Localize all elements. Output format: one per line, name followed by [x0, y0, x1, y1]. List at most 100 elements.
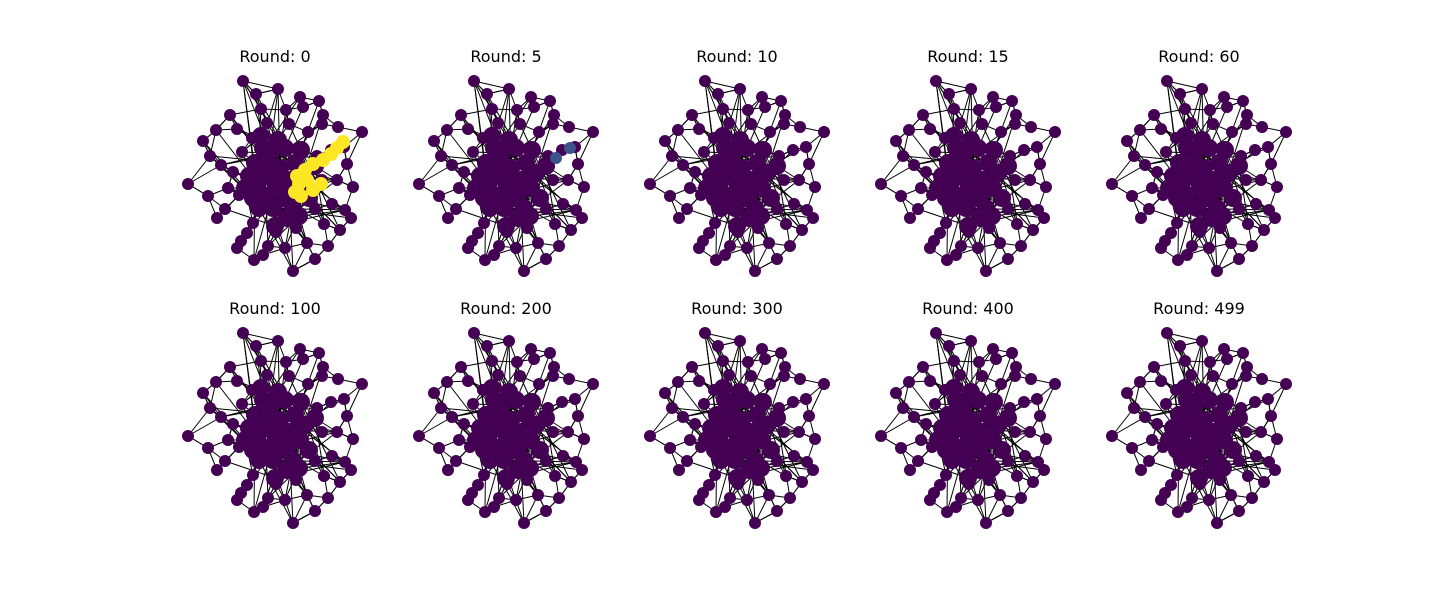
node: [547, 370, 559, 382]
node: [309, 253, 321, 265]
node: [793, 426, 805, 438]
node: [300, 441, 318, 459]
node: [698, 398, 710, 410]
panel-round-499: Round: 499: [1099, 298, 1299, 529]
node: [1171, 469, 1183, 481]
node: [547, 426, 559, 438]
node: [973, 183, 991, 201]
node: [1155, 375, 1167, 387]
node: [210, 124, 222, 136]
node: [562, 426, 574, 438]
node: [712, 88, 724, 100]
node: [1203, 494, 1215, 506]
node: [1018, 396, 1030, 408]
node: [204, 402, 216, 414]
node: [521, 459, 539, 477]
node: [441, 376, 453, 388]
node: [778, 426, 790, 438]
node: [1196, 83, 1208, 95]
node: [945, 127, 963, 145]
node: [1121, 387, 1133, 399]
node: [1049, 378, 1061, 390]
node: [1250, 198, 1262, 210]
node: [215, 411, 227, 423]
node: [1002, 253, 1014, 265]
node: [719, 249, 731, 261]
node: [1207, 118, 1219, 130]
node: [950, 249, 962, 261]
node: [503, 83, 515, 95]
node: [334, 476, 346, 488]
node: [563, 121, 575, 133]
node: [1155, 494, 1167, 506]
node: [741, 494, 753, 506]
node: [1190, 174, 1208, 192]
node: [752, 459, 770, 477]
node: [756, 91, 768, 103]
node: [322, 492, 334, 504]
node: [497, 217, 515, 235]
node: [565, 476, 577, 488]
node: [562, 174, 574, 186]
node: [587, 126, 599, 138]
node: [272, 335, 284, 347]
node: [1009, 174, 1021, 186]
node-hot: [314, 177, 328, 191]
panel-round-0: Round: 0: [175, 46, 375, 277]
node: [1143, 203, 1155, 215]
edge: [258, 459, 294, 524]
node: [511, 435, 529, 453]
node: [775, 347, 787, 359]
node: [890, 387, 902, 399]
node: [728, 174, 746, 192]
node: [237, 327, 249, 339]
node: [332, 121, 344, 133]
node: [483, 127, 501, 145]
node: [247, 469, 259, 481]
node: [317, 109, 329, 121]
node: [272, 83, 284, 95]
node: [1128, 150, 1140, 162]
node: [784, 492, 796, 504]
node: [446, 159, 458, 171]
node: [693, 375, 705, 387]
node-faint: [550, 152, 562, 164]
node: [809, 433, 821, 445]
node: [1242, 218, 1254, 230]
node: [356, 126, 368, 138]
node: [929, 179, 947, 197]
node: [433, 190, 445, 202]
node: [511, 104, 523, 116]
node: [686, 109, 698, 121]
node: [948, 355, 960, 367]
edge: [720, 459, 756, 524]
node: [1161, 327, 1173, 339]
panel-round-5: Round: 5: [406, 46, 606, 277]
node: [1233, 505, 1245, 517]
node: [1230, 157, 1248, 175]
node: [1034, 410, 1046, 422]
node: [468, 327, 480, 339]
node: [326, 198, 338, 210]
node: [763, 237, 775, 249]
node: [1237, 347, 1249, 359]
node: [219, 203, 231, 215]
node: [644, 430, 656, 442]
node: [990, 101, 1002, 113]
edge: [258, 207, 294, 272]
node: [241, 227, 253, 239]
node: [257, 249, 269, 261]
node: [954, 117, 966, 129]
node: [803, 410, 815, 422]
node: [435, 150, 447, 162]
node: [433, 442, 445, 454]
node: [666, 150, 678, 162]
node: [764, 126, 776, 138]
node: [673, 464, 685, 476]
node: [1262, 393, 1274, 405]
node: [1106, 430, 1118, 442]
node: [1106, 178, 1118, 190]
node: [563, 373, 575, 385]
node: [197, 387, 209, 399]
node: [486, 103, 498, 115]
